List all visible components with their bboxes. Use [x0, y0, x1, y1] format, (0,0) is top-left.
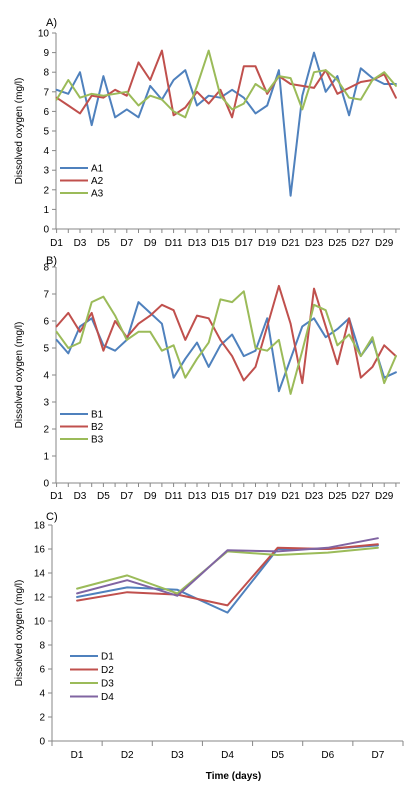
x-tick-label: D23 — [305, 238, 324, 249]
series-line-a2 — [55, 49, 397, 119]
legend-label-b3: B3 — [91, 435, 104, 446]
y-tick-label: 7 — [43, 290, 49, 301]
series-line-a1 — [55, 51, 397, 197]
x-tick-label: D1 — [50, 238, 63, 249]
y-tick-label: 10 — [38, 29, 50, 40]
x-tick-label: D7 — [372, 750, 385, 761]
x-tick-label: D13 — [188, 491, 207, 502]
chart-panel-a: A) 0 1 2 3 4 5 6 7 8 9 10 D1 D3 D5 D7 D9 D11 D13 D15 D17 D19 D… — [14, 17, 400, 249]
y-tick-label: 6 — [39, 665, 45, 676]
y-tick-label: 8 — [43, 263, 49, 274]
x-tick-label: D3 — [171, 750, 184, 761]
x-tick-label: D3 — [74, 491, 87, 502]
series-line-b2 — [55, 284, 397, 385]
legend-label-b1: B1 — [91, 410, 104, 421]
x-tick-label: D9 — [144, 238, 157, 249]
series-line-d4 — [76, 537, 379, 597]
x-tick-label: D25 — [328, 491, 347, 502]
legend-label-d1: D1 — [101, 652, 114, 663]
y-tick-label: 6 — [43, 107, 49, 118]
x-tick-label: D23 — [305, 491, 324, 502]
x-tick-label: D15 — [211, 238, 230, 249]
legend-label-a1: A1 — [91, 164, 104, 175]
y-tick-label: 4 — [43, 146, 49, 157]
x-tick-label: D13 — [188, 238, 207, 249]
x-tick-label: D15 — [211, 491, 230, 502]
series-line-b1 — [55, 301, 397, 393]
x-tick-label: D7 — [120, 238, 133, 249]
chart-panel-b: B) 0 1 2 3 4 5 6 7 8 D1 D3 D5 D7 D9 D11 D13 D15 D17 D19 D21 D… — [14, 255, 400, 502]
x-tick-label: D29 — [375, 238, 394, 249]
panel-label-c: C) — [46, 511, 58, 523]
y-tick-label: 2 — [43, 185, 49, 196]
x-tick-label: D11 — [165, 491, 183, 502]
x-tick-label: D29 — [375, 491, 394, 502]
x-tick-label: D27 — [352, 491, 371, 502]
y-tick-label: 4 — [39, 689, 45, 700]
y-tick-label: 14 — [34, 569, 46, 580]
x-tick-label: D6 — [321, 750, 334, 761]
y-tick-label: 5 — [43, 344, 49, 355]
x-tick-label: D17 — [235, 491, 254, 502]
panel-label-a: A) — [46, 17, 57, 29]
y-tick-label: 5 — [43, 127, 49, 138]
y-tick-label: 7 — [43, 87, 49, 98]
y-tick-label: 8 — [39, 641, 45, 652]
x-tick-label: D9 — [144, 491, 157, 502]
y-tick-label: 18 — [34, 521, 46, 532]
legend-label-d3: D3 — [101, 679, 114, 690]
x-tick-label: D1 — [50, 491, 63, 502]
y-tick-label: 2 — [39, 713, 45, 724]
x-tick-label: D4 — [221, 750, 234, 761]
y-tick-label: 16 — [34, 545, 46, 556]
legend-label-a3: A3 — [91, 189, 104, 200]
y-tick-label: 9 — [43, 48, 49, 59]
legend-label-b2: B2 — [91, 422, 104, 433]
x-tick-label: D19 — [258, 491, 277, 502]
y-tick-label: 1 — [43, 452, 49, 463]
y-tick-label: 12 — [34, 593, 46, 604]
y-tick-label: 3 — [43, 398, 49, 409]
x-tick-label: D27 — [352, 238, 371, 249]
y-tick-label: 0 — [43, 479, 49, 490]
y-tick-label: 2 — [43, 425, 49, 436]
y-tick-label: 1 — [43, 205, 49, 216]
y-tick-label: 0 — [39, 737, 45, 748]
x-tick-label: D17 — [235, 238, 254, 249]
legend-label-d2: D2 — [101, 665, 114, 676]
legend-label-a2: A2 — [91, 176, 104, 187]
x-axis-title: Time (days) — [206, 771, 261, 782]
x-tick-label: D3 — [74, 238, 87, 249]
panel-label-b: B) — [46, 255, 57, 267]
chart-panel-c: C) 0 2 4 6 8 10 12 14 16 18 D1 D2 D3 D4 D5 D6 D7 Dissolved… — [14, 511, 404, 782]
y-tick-label: 0 — [43, 225, 49, 236]
series-line-d2 — [76, 543, 379, 607]
x-tick-label: D5 — [97, 491, 110, 502]
series-line-d1 — [76, 544, 379, 614]
series-line-d3 — [76, 546, 379, 595]
y-axis-title: Dissolved oxygen (mg/l) — [14, 322, 25, 429]
y-tick-label: 4 — [43, 371, 49, 382]
x-tick-label: D11 — [165, 238, 183, 249]
x-tick-label: D21 — [281, 238, 300, 249]
y-axis-title: Dissolved oxygen (mg/l) — [14, 580, 25, 687]
x-tick-label: D21 — [281, 491, 300, 502]
x-tick-label: D5 — [97, 238, 110, 249]
x-tick-label: D1 — [71, 750, 84, 761]
x-tick-label: D7 — [120, 491, 133, 502]
legend-label-d4: D4 — [101, 692, 114, 703]
y-tick-label: 3 — [43, 166, 49, 177]
x-tick-label: D25 — [328, 238, 347, 249]
y-tick-label: 8 — [43, 68, 49, 79]
y-tick-label: 10 — [34, 617, 46, 628]
x-tick-label: D2 — [121, 750, 134, 761]
y-tick-label: 6 — [43, 317, 49, 328]
x-tick-label: D19 — [258, 238, 277, 249]
y-axis-title: Dissolved oxygen (mg/l) — [14, 78, 25, 185]
series-line-b3 — [55, 290, 397, 395]
x-tick-label: D5 — [271, 750, 284, 761]
series-line-a3 — [55, 49, 397, 119]
